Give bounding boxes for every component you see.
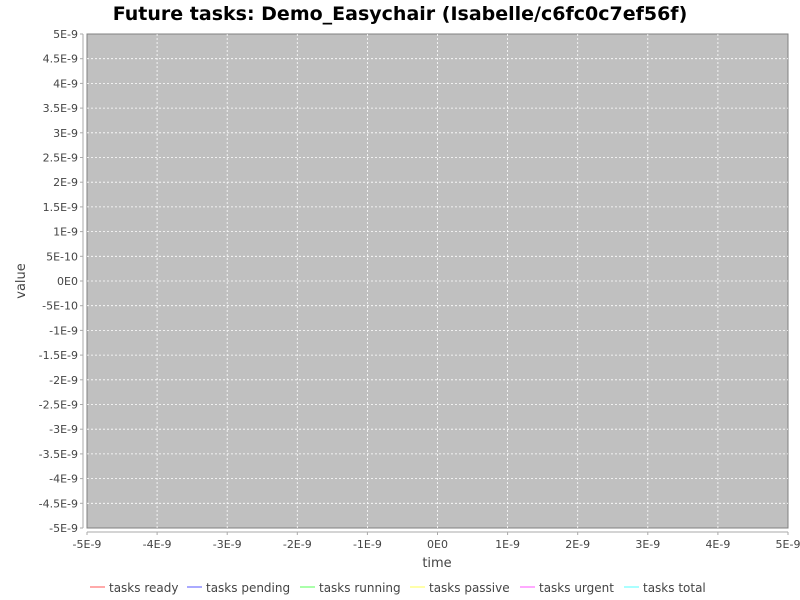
x-tick-label: -3E-9 xyxy=(213,538,242,551)
y-tick-label: -1E-9 xyxy=(49,324,78,337)
y-tick-label: 3.5E-9 xyxy=(43,102,78,115)
y-tick-label: -2E-9 xyxy=(49,374,78,387)
y-tick-label: 2.5E-9 xyxy=(43,152,78,165)
x-tick-label: -2E-9 xyxy=(283,538,312,551)
y-axis: 5E-9 4.5E-9 4E-9 3.5E-9 3E-9 2.5E-9 2E-9 1.5E-9… xyxy=(39,28,84,535)
y-tick-label: 5E-10 xyxy=(46,250,78,263)
y-tick-label: 1.5E-9 xyxy=(43,201,78,214)
x-tick-label: 1E-9 xyxy=(495,538,520,551)
y-tick-label: -5E-10 xyxy=(42,300,78,313)
y-tick-label: 1E-9 xyxy=(53,226,78,239)
x-tick-label: 4E-9 xyxy=(705,538,730,551)
x-tick-label: 2E-9 xyxy=(565,538,590,551)
x-axis: -5E-9 -4E-9 -3E-9 -2E-9 -1E-9 0E0 1E-9 2E-9 3E-9… xyxy=(73,531,800,551)
x-axis-label: time xyxy=(422,556,451,571)
y-tick-label: -5E-9 xyxy=(49,522,78,535)
y-tick-label: 0E0 xyxy=(57,275,78,288)
x-tick-label: 0E0 xyxy=(427,538,448,551)
y-tick-label: -4.5E-9 xyxy=(39,497,78,510)
grid xyxy=(87,34,788,528)
x-tick-label: 3E-9 xyxy=(635,538,660,551)
y-tick-label: 2E-9 xyxy=(53,176,78,189)
legend-item: tasks pending xyxy=(206,581,290,595)
x-tick-label: -4E-9 xyxy=(143,538,172,551)
chart-title: Future tasks: Demo_Easychair (Isabelle/c… xyxy=(113,3,688,25)
y-tick-label: -4E-9 xyxy=(49,473,78,486)
y-tick-label: -1.5E-9 xyxy=(39,349,78,362)
x-tick-label: -1E-9 xyxy=(353,538,382,551)
legend-item: tasks urgent xyxy=(539,581,614,595)
x-tick-label: 5E-9 xyxy=(776,538,800,551)
legend: tasks ready tasks pending tasks running tas… xyxy=(90,581,706,595)
y-tick-label: -3E-9 xyxy=(49,423,78,436)
legend-item: tasks passive xyxy=(429,581,510,595)
y-tick-label: -2.5E-9 xyxy=(39,399,78,412)
legend-item: tasks ready xyxy=(109,581,178,595)
legend-item: tasks running xyxy=(319,581,401,595)
y-tick-label: 5E-9 xyxy=(53,28,78,41)
y-tick-label: 3E-9 xyxy=(53,127,78,140)
legend-item: tasks total xyxy=(643,581,706,595)
y-tick-label: -3.5E-9 xyxy=(39,448,78,461)
y-tick-label: 4.5E-9 xyxy=(43,53,78,66)
y-axis-label: value xyxy=(14,263,29,299)
x-tick-label: -5E-9 xyxy=(73,538,102,551)
y-tick-label: 4E-9 xyxy=(53,77,78,90)
